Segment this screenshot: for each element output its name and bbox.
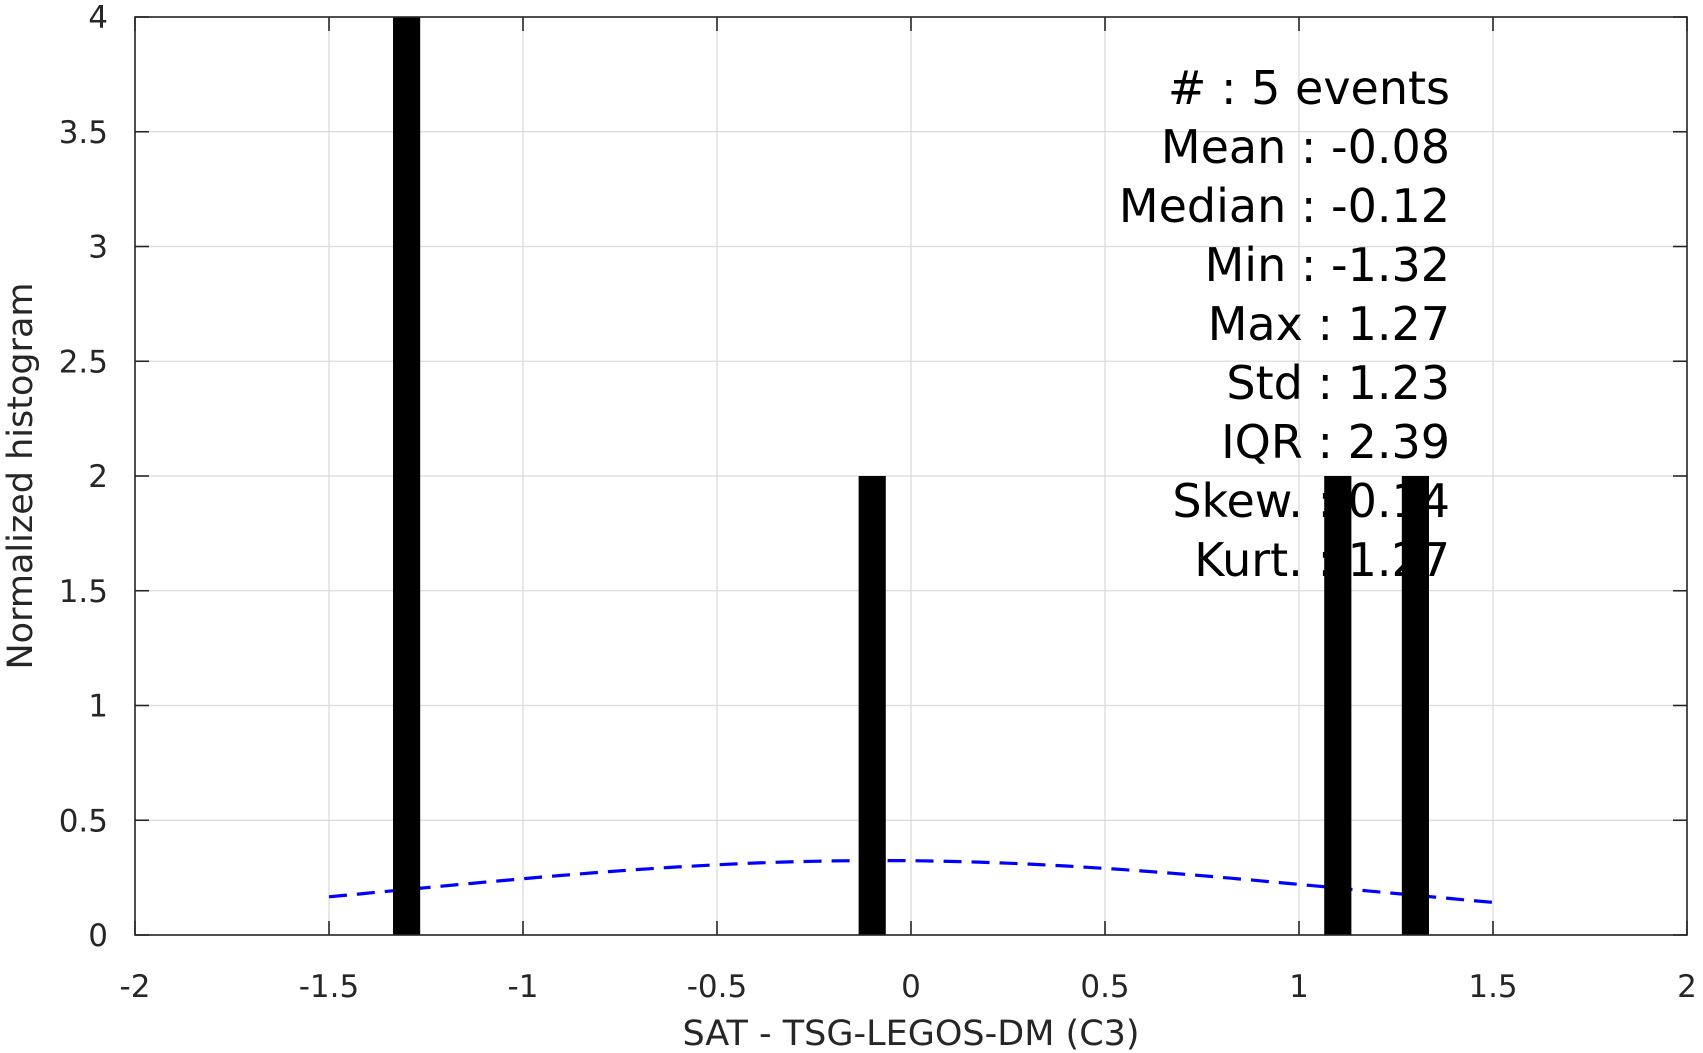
stat-line: IQR : 2.39: [1221, 415, 1450, 469]
x-tick-label: -1: [508, 969, 539, 1005]
stat-line: Skew. : 0.14: [1172, 474, 1450, 528]
y-axis-title: Normalized histogram: [1, 282, 41, 669]
axis-ticks: [134, 16, 1688, 936]
x-tick-label: -2: [120, 969, 151, 1005]
y-tick-label: 1.5: [59, 574, 108, 610]
y-tick-label: 4: [88, 0, 108, 36]
y-tick-label: 1: [88, 689, 108, 725]
x-tick-label: -1.5: [299, 969, 360, 1005]
histogram-bars: [393, 17, 1429, 935]
histogram-bar: [1401, 476, 1429, 935]
histogram-bar: [858, 476, 886, 935]
x-tick-label: 0.5: [1080, 969, 1129, 1005]
y-tick-label: 3.5: [59, 115, 108, 151]
y-tick-labels: 0 0.5 1 1.5 2 2.5 3 3.5 4: [59, 0, 108, 954]
x-axis-title: SAT - TSG-LEGOS-DM (C3): [682, 1014, 1139, 1053]
x-tick-labels: -2 -1.5 -1 -0.5 0 0.5 1 1.5 2: [120, 969, 1697, 1005]
x-tick-label: 1.5: [1468, 969, 1517, 1005]
y-tick-label: 2.5: [59, 344, 108, 380]
histogram-bar: [393, 17, 421, 935]
y-tick-label: 0.5: [59, 803, 108, 839]
histogram-bar: [1324, 476, 1352, 935]
x-tick-label: 1: [1289, 969, 1309, 1005]
stat-line: Min : -1.32: [1205, 238, 1450, 292]
y-tick-label: 3: [88, 230, 108, 266]
x-tick-label: 0: [901, 969, 921, 1005]
stat-line: Median : -0.12: [1119, 179, 1450, 233]
stat-line: Max : 1.27: [1208, 297, 1450, 351]
stat-line: Std : 1.23: [1226, 356, 1450, 410]
stat-line: # : 5 events: [1168, 61, 1450, 115]
stat-line: Mean : -0.08: [1161, 120, 1450, 174]
x-tick-label: -0.5: [687, 969, 748, 1005]
x-tick-label: 2: [1677, 969, 1697, 1005]
stat-line: Kurt. : 1.27: [1194, 533, 1450, 587]
y-tick-label: 2: [88, 459, 108, 495]
y-tick-label: 0: [88, 918, 108, 954]
